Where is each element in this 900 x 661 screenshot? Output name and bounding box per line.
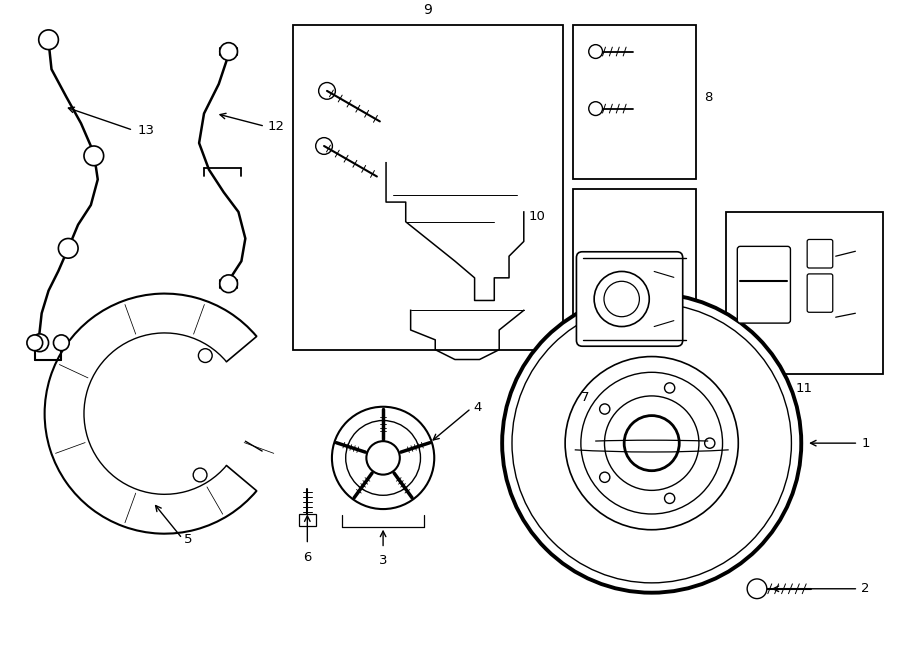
FancyBboxPatch shape: [807, 239, 833, 268]
Circle shape: [747, 579, 767, 599]
Bar: [725, 212, 883, 374]
Circle shape: [39, 30, 58, 50]
Circle shape: [589, 102, 602, 116]
FancyBboxPatch shape: [737, 247, 790, 323]
FancyBboxPatch shape: [576, 252, 683, 346]
Text: 11: 11: [796, 382, 813, 395]
Circle shape: [58, 239, 78, 258]
Text: 12: 12: [268, 120, 285, 133]
Bar: [299, 514, 316, 525]
Text: 4: 4: [473, 401, 482, 414]
Text: 13: 13: [137, 124, 154, 137]
Circle shape: [332, 407, 435, 509]
Text: 5: 5: [184, 533, 193, 546]
Circle shape: [589, 45, 602, 58]
Bar: [292, 25, 563, 350]
Text: 1: 1: [861, 437, 869, 449]
Text: 9: 9: [423, 3, 432, 17]
Text: 8: 8: [704, 91, 712, 104]
Bar: [573, 25, 696, 179]
Circle shape: [84, 146, 104, 166]
Text: 3: 3: [379, 555, 387, 567]
Circle shape: [220, 275, 238, 293]
FancyBboxPatch shape: [807, 274, 833, 312]
Circle shape: [53, 335, 69, 350]
Circle shape: [220, 43, 238, 60]
Circle shape: [27, 335, 42, 350]
Text: 2: 2: [861, 582, 869, 596]
Text: 7: 7: [580, 391, 590, 404]
Circle shape: [502, 293, 801, 593]
Bar: [573, 189, 696, 418]
Text: 6: 6: [303, 551, 311, 564]
Circle shape: [31, 334, 49, 352]
Text: 10: 10: [528, 210, 545, 223]
